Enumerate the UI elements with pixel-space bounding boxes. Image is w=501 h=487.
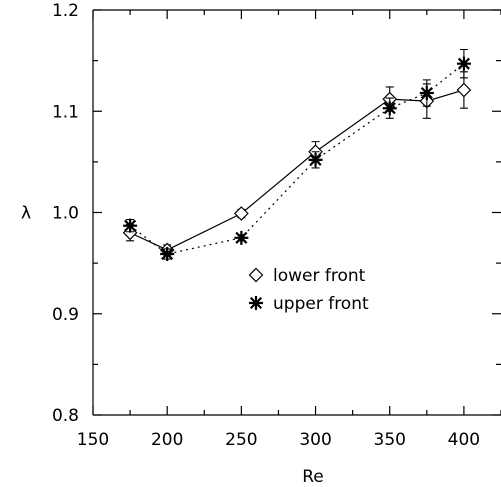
data-point-asterisk bbox=[160, 247, 175, 262]
y-tick-label: 0.8 bbox=[52, 406, 79, 426]
x-tick-label: 350 bbox=[374, 430, 406, 450]
y-tick-label: 1.2 bbox=[52, 1, 79, 21]
series-layer bbox=[122, 48, 472, 262]
y-axis-label: λ bbox=[21, 204, 31, 224]
legend-label: upper front bbox=[273, 294, 369, 314]
data-point-asterisk bbox=[382, 101, 397, 116]
series-line-upper-front bbox=[129, 63, 465, 255]
series-upper-front bbox=[123, 48, 471, 262]
legend-marker-diamond bbox=[248, 267, 264, 283]
legend: lower front upper front bbox=[248, 266, 369, 314]
x-axis-label: Re bbox=[302, 467, 324, 487]
data-point-asterisk bbox=[123, 218, 138, 233]
series-lower-front bbox=[122, 71, 472, 258]
series-line-lower-front bbox=[129, 89, 465, 251]
legend-label: lower front bbox=[273, 266, 366, 286]
y-tick-label: 0.9 bbox=[52, 305, 79, 325]
data-point-diamond bbox=[234, 206, 249, 221]
y-tick-label: 1.0 bbox=[52, 204, 79, 224]
data-point-asterisk bbox=[308, 152, 323, 167]
data-point-asterisk bbox=[456, 56, 471, 71]
x-tick-label: 300 bbox=[299, 430, 331, 450]
x-tick-label: 200 bbox=[151, 430, 183, 450]
legend-marker-asterisk bbox=[249, 296, 263, 310]
y-tick-label: 1.1 bbox=[52, 102, 79, 122]
x-tick-label: 400 bbox=[448, 430, 480, 450]
axes: 150 200 250 300 350 400 0.8 0.9 1.0 1.1 1.2 Re λ bbox=[21, 1, 501, 487]
data-point-asterisk bbox=[419, 86, 434, 101]
x-tick-label: 250 bbox=[225, 430, 257, 450]
x-tick-label: 150 bbox=[77, 430, 109, 450]
data-point-asterisk bbox=[234, 230, 249, 245]
data-point-diamond bbox=[456, 82, 472, 98]
